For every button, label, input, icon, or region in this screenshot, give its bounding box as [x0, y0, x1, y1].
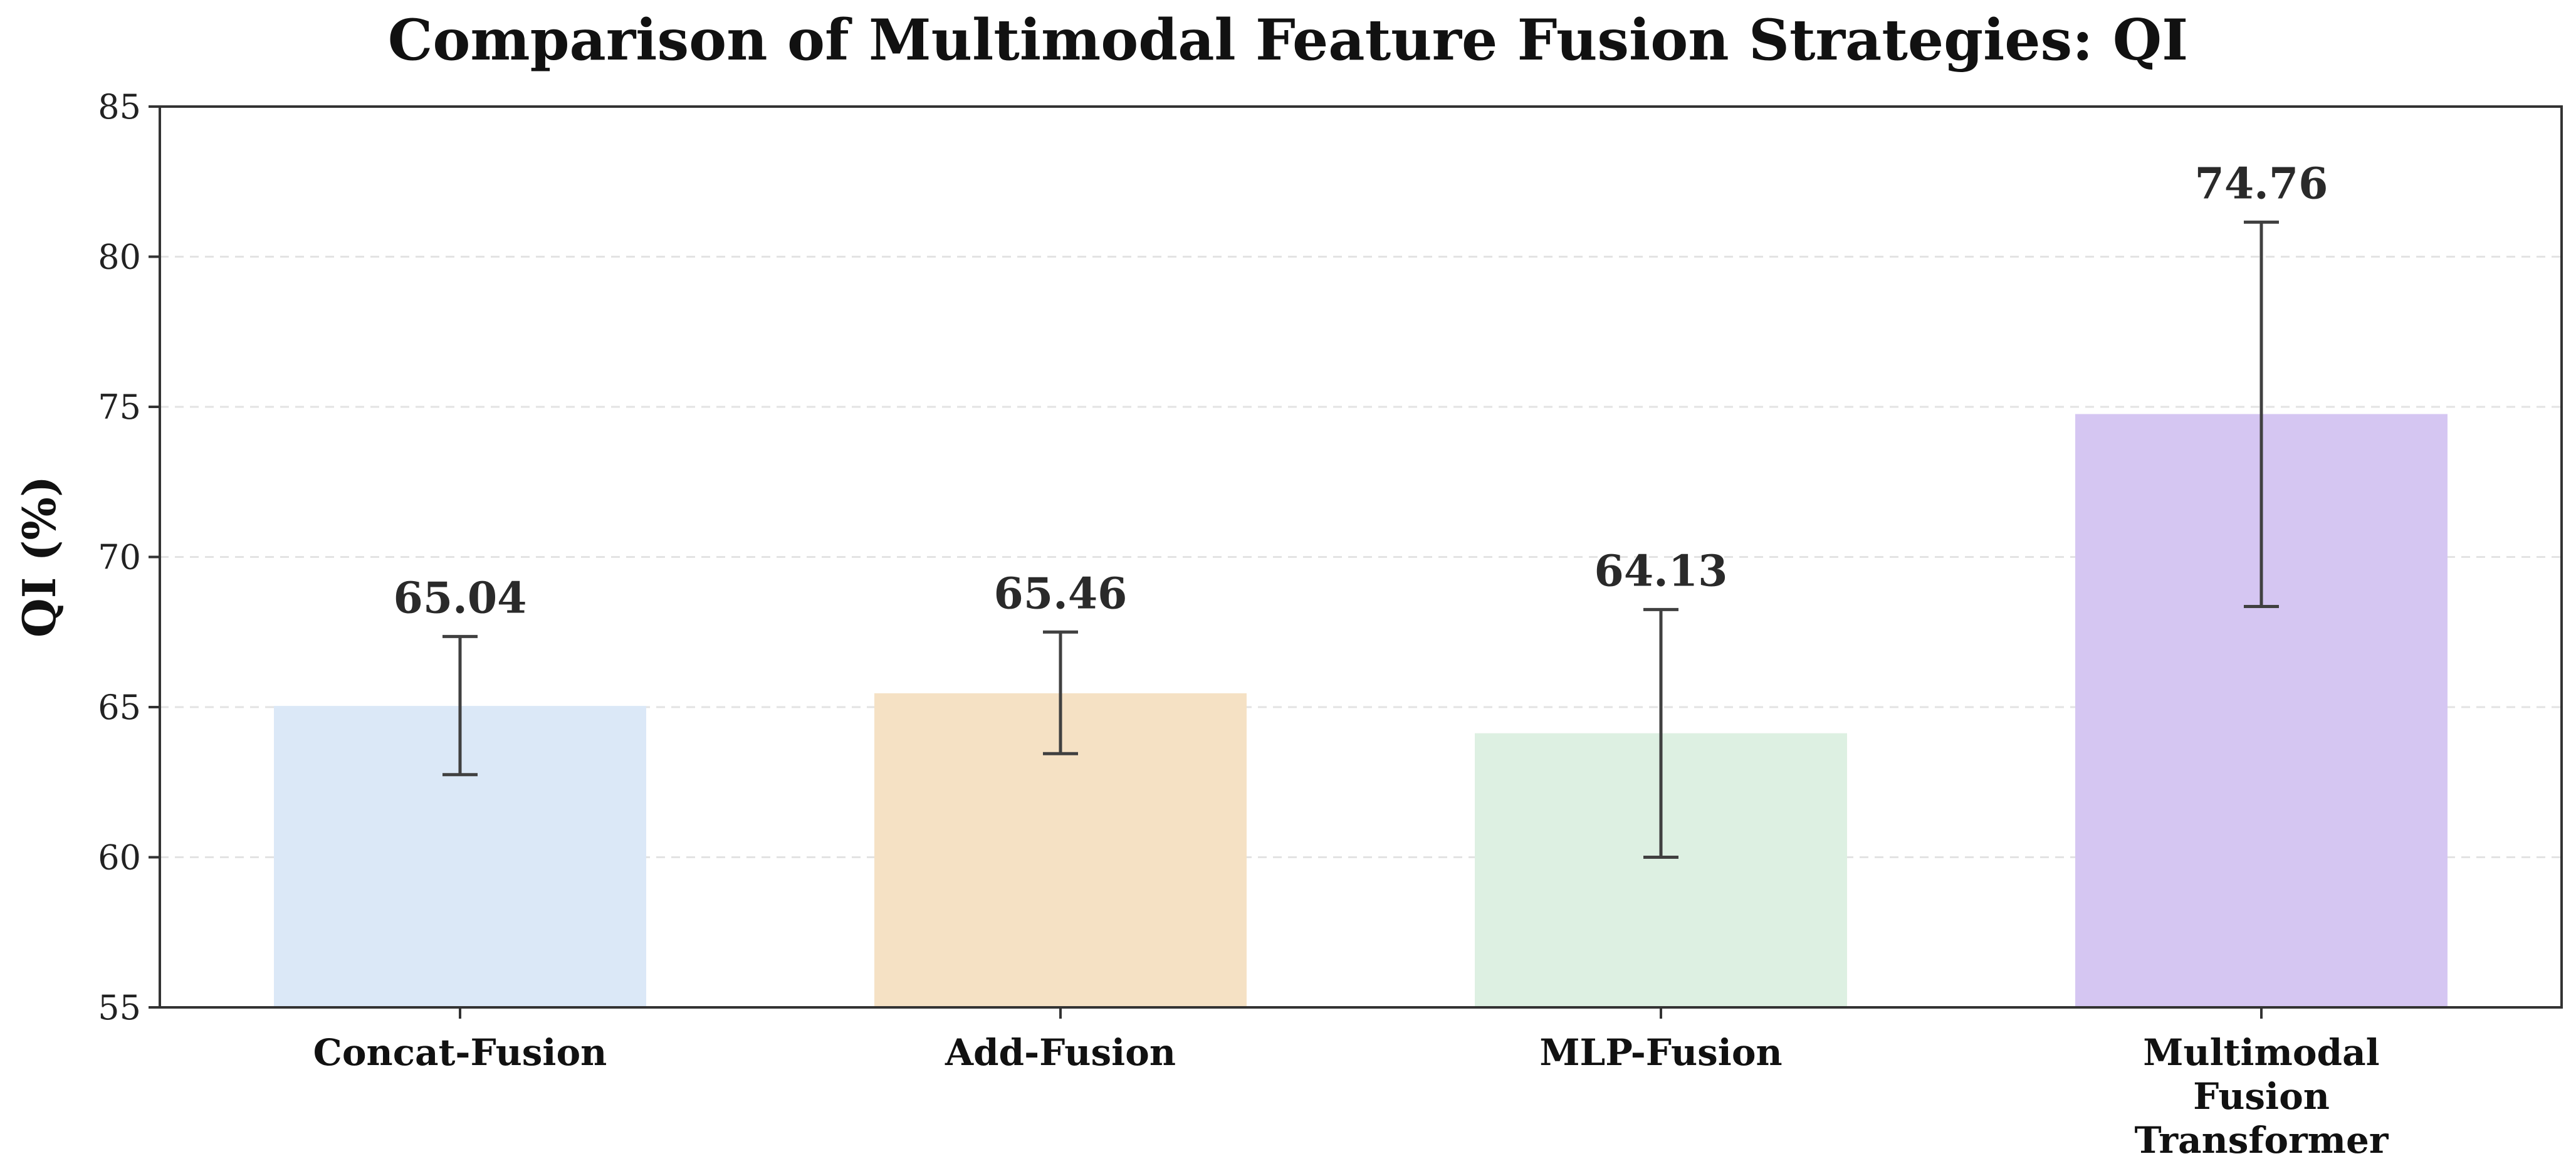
- y-tick-label: 85: [98, 87, 141, 127]
- x-tick-label-line: Multimodal: [2143, 1031, 2379, 1074]
- value-label: 65.46: [994, 569, 1128, 619]
- y-tick-label: 75: [98, 387, 141, 427]
- x-tick-label-line: Add-Fusion: [945, 1031, 1176, 1074]
- y-axis-label: QI (%): [13, 476, 66, 638]
- value-label: 74.76: [2195, 159, 2328, 209]
- y-tick-label: 60: [98, 838, 141, 878]
- y-axis-ticks: 55 60 65 70 75 80 85: [98, 87, 160, 1027]
- x-axis-ticks: Concat-Fusion Add-Fusion MLP-Fusion Multimo…: [313, 1007, 2389, 1162]
- chart-title: Comparison of Multimodal Feature Fusion …: [388, 7, 2189, 73]
- bars: [274, 414, 2448, 1007]
- error-bars: [442, 220, 2279, 859]
- x-tick-label-line: MLP-Fusion: [1539, 1031, 1782, 1074]
- x-tick-label: MLP-Fusion: [1539, 1031, 1782, 1074]
- value-labels: 65.04 65.46 64.13 74.76: [394, 159, 2328, 623]
- x-tick-label-line: Fusion: [2193, 1075, 2330, 1118]
- y-tick-label: 55: [98, 988, 141, 1027]
- x-tick-label: Add-Fusion: [945, 1031, 1176, 1074]
- x-tick-label-line: Concat-Fusion: [313, 1031, 607, 1074]
- x-tick-label-line: Transformer: [2135, 1119, 2389, 1162]
- x-tick-label: Concat-Fusion: [313, 1031, 607, 1074]
- x-tick-label: Multimodal Fusion Transformer: [2135, 1031, 2389, 1162]
- y-tick-label: 80: [98, 238, 141, 277]
- value-label: 64.13: [1594, 546, 1728, 596]
- value-label: 65.04: [394, 573, 527, 623]
- y-tick-label: 70: [98, 538, 141, 577]
- y-tick-label: 65: [98, 688, 141, 727]
